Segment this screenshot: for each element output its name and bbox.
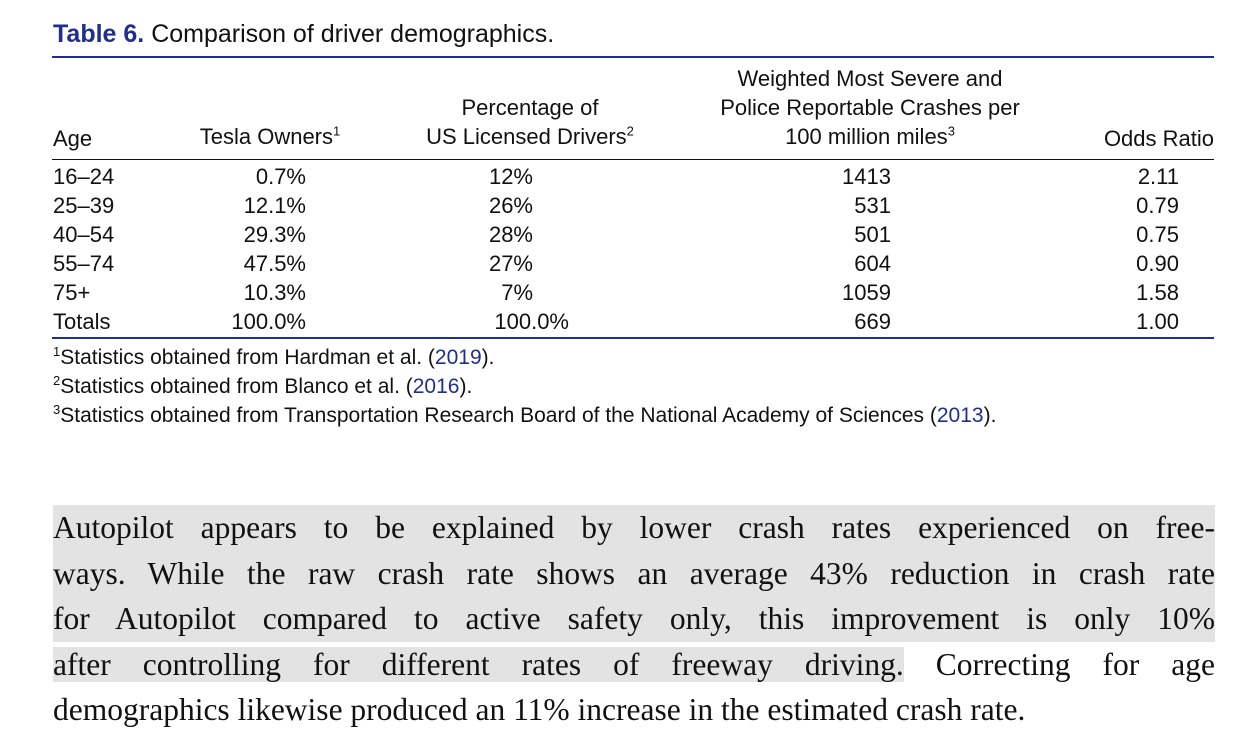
header-crashes-line1: Weighted Most Severe and [737, 66, 1003, 91]
cell-tesla: 12.1% [243, 193, 306, 218]
footnote-marker: 3 [53, 402, 61, 417]
cell-percentage: 7% [501, 280, 533, 305]
table-top-rule [52, 56, 1214, 58]
header-percentage-line1: Percentage of [461, 95, 599, 120]
body-text-rest: Correcting for age [903, 646, 1215, 682]
citation-link[interactable]: 2016 [412, 375, 460, 398]
header-crashes-line3: 100 million miles3 [690, 122, 1050, 151]
cell-crashes: 501 [854, 222, 891, 247]
header-odds-ratio: Odds Ratio [1103, 126, 1214, 151]
footnote: 2Statistics obtained from Blanco et al. … [53, 373, 473, 399]
table-caption-text: Comparison of driver demographics. [151, 20, 555, 48]
header-percentage-sup: 2 [626, 123, 634, 139]
cell-age: Totals [53, 309, 111, 334]
cell-percentage: 28% [488, 222, 533, 247]
cell-age: 40–54 [53, 222, 115, 247]
cell-odds: 1.58 [1136, 280, 1179, 305]
body-line-highlighted: Autopilot appears to be explained by low… [53, 505, 1215, 551]
cell-age: 16–24 [53, 164, 115, 189]
header-tesla-sup: 1 [333, 123, 341, 139]
cell-odds: 0.79 [1136, 193, 1179, 218]
header-percentage: Percentage of US Licensed Drivers2 [400, 93, 660, 151]
cell-percentage: 26% [488, 193, 533, 218]
citation-link[interactable]: 2019 [434, 346, 482, 369]
header-crashes-sup: 3 [947, 123, 955, 139]
header-age: Age [53, 126, 93, 151]
cell-tesla: 47.5% [243, 251, 306, 276]
cell-tesla: 0.7% [255, 164, 306, 189]
header-rule [52, 159, 1214, 160]
footnote: 1Statistics obtained from Hardman et al.… [53, 344, 495, 370]
cell-age: 25–39 [53, 193, 115, 218]
header-crashes-line2: Police Reportable Crashes per [720, 95, 1020, 120]
body-line-highlighted: ways. While the raw crash rate shows an … [53, 550, 1215, 596]
cell-crashes: 669 [854, 309, 891, 334]
cell-tesla: 100.0% [231, 309, 306, 334]
footnote: 3Statistics obtained from Transportation… [53, 402, 997, 428]
table-bottom-rule [52, 337, 1214, 339]
cell-odds: 0.75 [1136, 222, 1179, 247]
cell-percentage: 12% [488, 164, 533, 189]
header-crashes: Weighted Most Severe and Police Reportab… [690, 64, 1050, 151]
footnote-end: ). [983, 404, 997, 427]
footnote-text: Statistics obtained from Blanco et al. ( [60, 375, 413, 398]
body-paragraph: Autopilot appears to be explained by low… [53, 505, 1215, 733]
cell-percentage: 100.0% [494, 309, 569, 334]
header-percentage-line2-text: US Licensed Drivers [426, 124, 627, 149]
cell-odds: 1.00 [1136, 309, 1179, 334]
cell-crashes: 531 [854, 193, 891, 218]
cell-odds: 0.90 [1136, 251, 1179, 276]
header-crashes-line3-text: 100 million miles [785, 124, 948, 149]
footnote-end: ). [481, 346, 495, 369]
body-highlight: after controlling for different rates of… [53, 646, 904, 682]
table-label: Table 6. [53, 20, 145, 48]
header-percentage-line2: US Licensed Drivers2 [400, 122, 660, 151]
cell-crashes: 1413 [842, 164, 891, 189]
footnote-end: ). [459, 375, 473, 398]
body-line-highlighted: for Autopilot compared to active safety … [53, 596, 1215, 642]
cell-tesla: 29.3% [243, 222, 306, 247]
cell-percentage: 27% [488, 251, 533, 276]
cell-odds: 2.11 [1137, 164, 1179, 189]
header-tesla-text: Tesla Owners [199, 124, 334, 149]
cell-crashes: 604 [854, 251, 891, 276]
table-caption: Table 6. Comparison of driver demographi… [53, 20, 554, 49]
cell-age: 55–74 [53, 251, 115, 276]
cell-crashes: 1059 [842, 280, 891, 305]
header-tesla-owners: Tesla Owners1 [185, 122, 355, 151]
cell-age: 75+ [53, 280, 91, 305]
body-line: after controlling for different rates of… [53, 642, 1215, 688]
cell-tesla: 10.3% [243, 280, 306, 305]
citation-link[interactable]: 2013 [936, 404, 984, 427]
footnote-marker: 1 [53, 344, 61, 359]
body-line: demographics likewise produced an 11% in… [53, 692, 1026, 727]
footnote-text: Statistics obtained from Transportation … [60, 404, 937, 427]
footnote-text: Statistics obtained from Hardman et al. … [60, 346, 435, 369]
footnote-marker: 2 [53, 373, 61, 388]
